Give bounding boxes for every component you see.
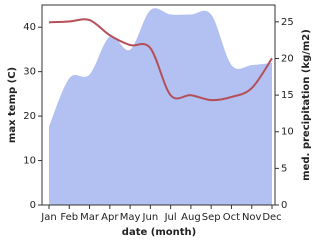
x-tick-label: Dec [262, 212, 281, 223]
plot-frame [41, 4, 276, 206]
x-axis-label: date (month) [122, 227, 196, 238]
y-tick-label: 10 [23, 156, 36, 167]
temp-line [48, 18, 273, 102]
x-tick-label: Apr [101, 212, 119, 223]
y-tick-label: 30 [23, 67, 36, 78]
x-tick-label: Nov [242, 212, 262, 223]
x-tick-label: Jun [142, 212, 159, 223]
y-tick-label: 40 [23, 22, 36, 33]
y2-tick-label: 0 [281, 200, 287, 211]
x-tick-label: Mar [80, 212, 100, 223]
precipitation-area [49, 8, 272, 205]
x-tick-label: Jan [40, 212, 56, 223]
y2-tick-label: 10 [281, 127, 294, 138]
y2-tick-label: 5 [281, 163, 287, 174]
chart: date (month) max temp (C) med. precipita… [7, 4, 312, 238]
y-tick-label: 20 [23, 111, 36, 122]
y2-tick-label: 20 [281, 53, 294, 64]
y-axis-label: max temp (C) [7, 67, 18, 143]
y2-tick-label: 15 [281, 90, 294, 101]
x-tick-label: Feb [60, 212, 78, 223]
y-tick-label: 0 [30, 200, 36, 211]
x-tick-label: Sep [202, 212, 221, 223]
y2-axis-label: med. precipitation (kg/m2) [301, 29, 312, 181]
x-tick-label: Oct [223, 212, 240, 223]
x-tick-label: Jul [164, 212, 177, 223]
y2-tick-label: 25 [281, 17, 294, 28]
x-tick-label: May [120, 212, 141, 223]
x-tick-label: Aug [181, 212, 201, 223]
